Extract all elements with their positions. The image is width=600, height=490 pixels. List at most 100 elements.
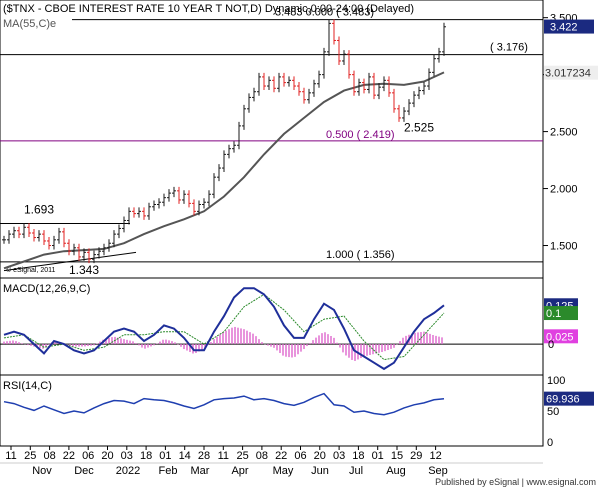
price-bar-1 xyxy=(7,230,11,244)
price-bar-43 xyxy=(217,164,221,182)
price-bar-65 xyxy=(327,19,331,56)
price-bar-57 xyxy=(287,76,291,87)
price-bar-39 xyxy=(197,200,201,216)
rsi-title: RSI(14,C) xyxy=(3,380,52,392)
price-bar-67 xyxy=(337,36,341,65)
rsi-panel xyxy=(0,374,544,447)
macd-title: MACD(12,26,9,C) xyxy=(3,283,90,295)
price-bar-76 xyxy=(382,76,386,92)
price-bar-41 xyxy=(207,190,211,207)
x-day-label-0: 11 xyxy=(5,450,16,462)
chart-title: ($TNX - CBOE INTEREST RATE 10 YEAR T NOT… xyxy=(3,3,414,15)
price-bar-86 xyxy=(432,54,436,77)
price-bar-75 xyxy=(377,83,381,100)
price-bar-2 xyxy=(12,226,16,239)
price-bar-4 xyxy=(22,223,26,239)
x-day-label-14: 22 xyxy=(275,450,287,462)
x-month-label-0: Nov xyxy=(32,465,52,477)
price-bar-6 xyxy=(32,229,36,242)
x-month-label-10: Sep xyxy=(428,465,448,477)
x-day-label-4: 06 xyxy=(82,450,94,462)
x-day-label-16: 20 xyxy=(314,450,326,462)
price-bar-13 xyxy=(67,239,71,256)
price-bar-33 xyxy=(167,189,171,202)
price-bar-68 xyxy=(342,50,346,65)
price-bar-48 xyxy=(242,104,246,130)
x-day-label-21: 29 xyxy=(410,450,422,462)
price-bar-38 xyxy=(192,199,196,216)
macd-zero-tick: 0 xyxy=(548,339,554,351)
price-bar-71 xyxy=(357,78,361,96)
price-bar-53 xyxy=(267,76,271,91)
x-day-label-2: 08 xyxy=(43,450,55,462)
x-month-label-3: Feb xyxy=(159,465,178,477)
x-day-label-18: 18 xyxy=(352,450,364,462)
rsi-tick-label-2: 0 xyxy=(547,437,553,449)
price-bar-15 xyxy=(77,243,81,261)
x-day-label-17: 03 xyxy=(333,450,345,462)
price-tick-label-2: 2.500 xyxy=(550,127,578,139)
price-bar-51 xyxy=(257,72,261,96)
price-bar-9 xyxy=(47,236,51,250)
x-month-label-6: May xyxy=(273,465,294,477)
x-month-label-7: Jun xyxy=(311,465,329,477)
macd-layer: MACD(12,26,9,C) xyxy=(0,283,543,371)
price-bar-59 xyxy=(297,82,301,96)
price-bar-24 xyxy=(122,216,126,233)
price-bar-16 xyxy=(82,248,86,261)
price-bar-58 xyxy=(292,76,296,91)
x-day-label-5: 20 xyxy=(101,450,113,462)
price-bar-77 xyxy=(387,76,391,97)
price-bar-52 xyxy=(262,72,266,91)
axis-layer: 3.5003.0002.5002.0001.5003.4223.0172340.… xyxy=(0,13,598,477)
macd-hist-value-tag xyxy=(544,329,578,344)
price-bar-30 xyxy=(152,200,156,211)
price-bar-26 xyxy=(132,207,136,218)
rsi-value-label: 69.936 xyxy=(546,394,580,406)
price-bar-0 xyxy=(2,235,6,244)
price-bar-46 xyxy=(232,141,236,153)
macd-signal-value-label: 0.1 xyxy=(546,308,561,320)
x-day-label-22: 12 xyxy=(429,450,441,462)
price-bar-32 xyxy=(162,193,166,207)
price-bar-78 xyxy=(392,88,396,113)
annotation-1: 1.343 xyxy=(69,263,99,277)
price-bar-54 xyxy=(272,76,276,93)
trendline xyxy=(3,251,137,272)
price-bar-49 xyxy=(247,93,251,113)
price-bar-8 xyxy=(42,230,46,245)
price-bar-70 xyxy=(352,70,356,96)
price-bar-17 xyxy=(87,248,91,264)
macd-hist-value-label: 0.025 xyxy=(546,331,574,343)
price-tick-label-3: 2.000 xyxy=(550,184,578,196)
annotation-0: 1.693 xyxy=(24,203,54,217)
x-day-label-19: 01 xyxy=(372,450,384,462)
x-day-label-11: 11 xyxy=(218,450,229,462)
price-bar-47 xyxy=(237,121,241,150)
price-bar-83 xyxy=(417,86,421,100)
price-bar-31 xyxy=(157,198,161,209)
x-day-label-7: 18 xyxy=(140,450,152,462)
price-bar-7 xyxy=(37,230,41,242)
price-bar-69 xyxy=(347,50,351,79)
price-bar-12 xyxy=(62,227,66,248)
price-bar-80 xyxy=(402,107,406,122)
price-bar-88 xyxy=(442,22,446,56)
x-month-label-2: 2022 xyxy=(116,465,140,477)
price-bar-5 xyxy=(27,223,31,237)
ma-price-tag xyxy=(544,65,598,80)
price-bar-11 xyxy=(57,227,61,244)
reference-label-0: 3.483 0.000 ( 3.483) xyxy=(275,7,374,19)
annotation-2: 2.525 xyxy=(404,121,434,135)
macd-signal-value-tag xyxy=(544,306,578,321)
price-bar-28 xyxy=(142,207,146,220)
x-month-label-1: Dec xyxy=(74,465,94,477)
macd-line xyxy=(3,287,445,371)
price-bar-74 xyxy=(372,72,376,100)
rsi-line xyxy=(3,392,445,416)
price-bar-79 xyxy=(397,104,401,122)
price-bar-62 xyxy=(312,79,316,97)
reference-label-1: ( 3.176) xyxy=(490,42,528,54)
price-bar-60 xyxy=(302,87,306,104)
